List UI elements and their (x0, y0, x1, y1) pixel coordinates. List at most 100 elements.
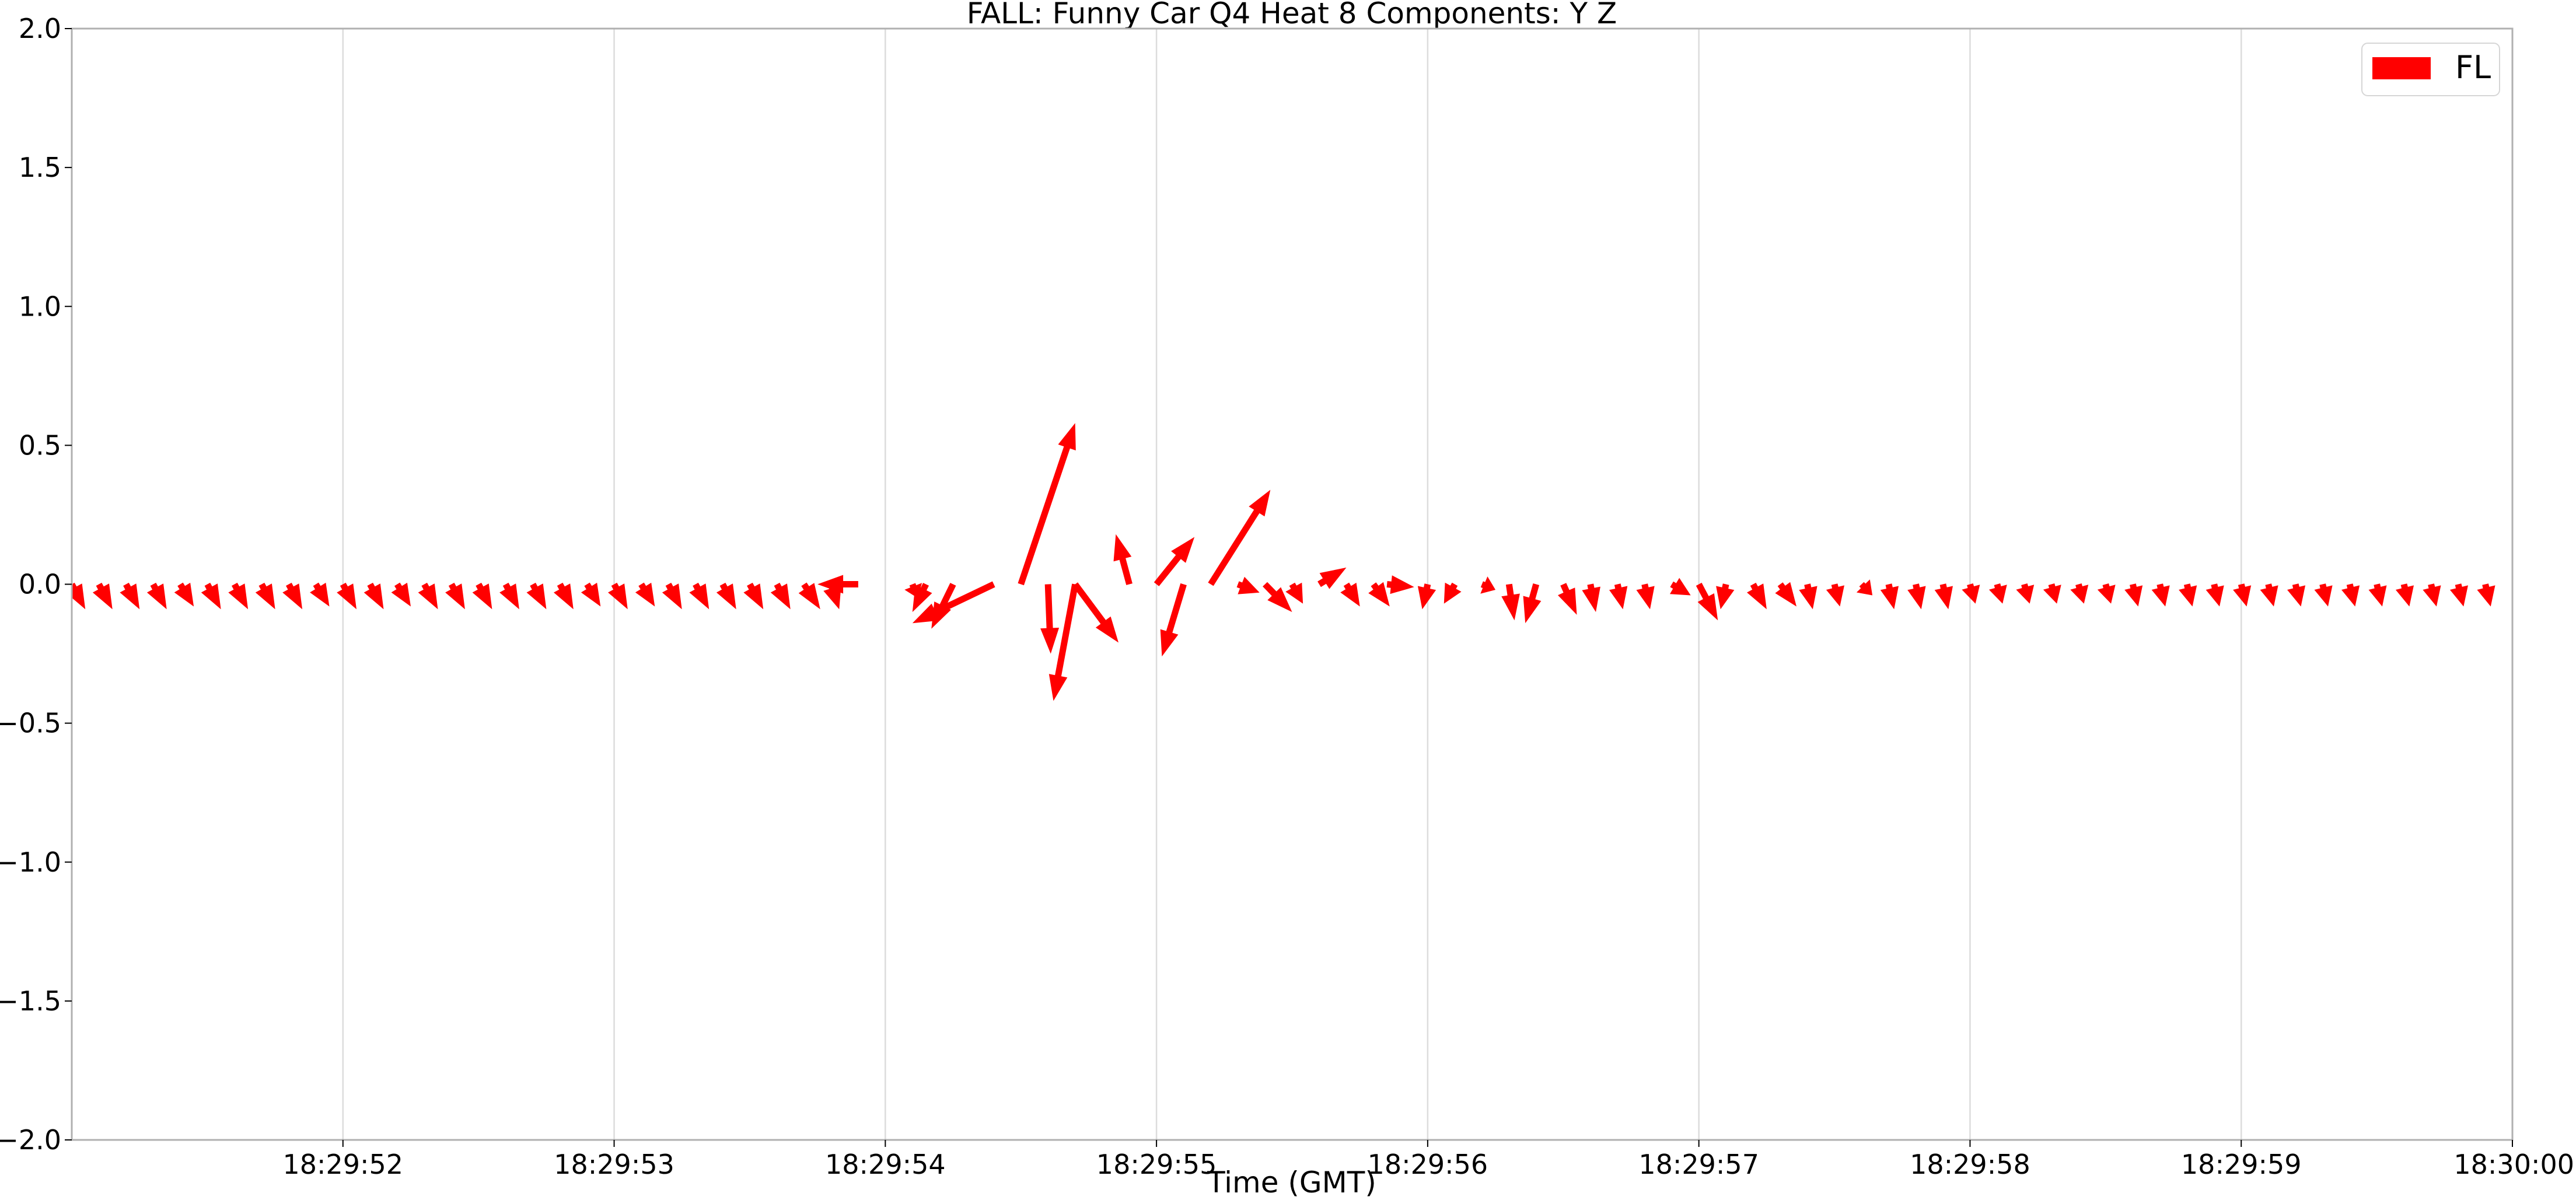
arrow-mark (2287, 583, 2306, 607)
arrow-mark (472, 582, 492, 610)
arrow-mark (1907, 583, 1926, 610)
arrow-mark (581, 582, 601, 607)
y-tick-label: 1.0 (19, 291, 61, 322)
arrow-mark (2423, 583, 2441, 607)
x-tick-label: 18:30:00 (2453, 1149, 2574, 1180)
arrow-mark (1208, 489, 1271, 586)
y-axis: −2.0 −1.5 −1.0 −0.5 0.0 0.5 1.0 1.5 2.0 (0, 13, 72, 1156)
arrow-mark (228, 582, 249, 610)
arrow-mark (1113, 534, 1133, 585)
legend-swatch-fl (2372, 57, 2431, 79)
arrow-mark (1799, 583, 1817, 610)
legend: FL (2361, 43, 2500, 96)
arrow-mark (1582, 583, 1600, 613)
arrow-mark (2179, 583, 2197, 607)
arrow-mark (1962, 583, 1980, 604)
arrow-mark (817, 575, 858, 594)
arrow-mark (1285, 582, 1303, 604)
arrow-mark (635, 582, 655, 607)
arrow-mark (1747, 582, 1767, 610)
arrow-mark (1988, 583, 2007, 604)
arrow-mark (72, 582, 86, 610)
arrow-mark (2449, 583, 2468, 607)
legend-label-fl: FL (2455, 49, 2491, 86)
y-tick-label: −0.5 (0, 708, 61, 739)
arrow-mark (689, 582, 709, 610)
x-tick-label: 18:29:58 (1910, 1149, 2030, 1180)
arrow-mark (1018, 423, 1076, 586)
arrow-mark (2341, 583, 2360, 607)
arrow-mark (2016, 583, 2035, 604)
arrow-mark (2043, 583, 2061, 604)
arrow-mark (363, 582, 384, 610)
arrow-mark (2314, 583, 2333, 607)
arrow-mark (1368, 582, 1390, 607)
arrow-mark (662, 582, 682, 610)
arrow-mark (1340, 582, 1360, 607)
arrow-mark (2395, 583, 2414, 607)
arrow-mark (92, 582, 113, 610)
x-tick-label: 18:29:56 (1368, 1149, 1488, 1180)
arrow-mark (743, 582, 764, 610)
arrow-mark (1154, 537, 1195, 586)
x-tick-label: 18:29:57 (1638, 1149, 1759, 1180)
arrow-mark (912, 581, 995, 624)
arrow-mark (2368, 583, 2387, 607)
y-tick-label: 0.5 (19, 429, 61, 461)
arrow-mark (282, 582, 303, 610)
arrow-mark (2151, 583, 2170, 607)
arrow-mark (1317, 567, 1347, 589)
arrow-mark (445, 582, 465, 610)
arrow-mark (1417, 583, 1436, 610)
arrow-mark (2097, 583, 2116, 604)
arrow-mark (1443, 582, 1462, 604)
arrow-mark (2205, 583, 2224, 607)
arrow-mark (1636, 583, 1655, 610)
x-tick-label: 18:29:52 (282, 1149, 403, 1180)
y-tick-label: −1.5 (0, 985, 61, 1017)
x-axis-label: Time (GMT) (1207, 1166, 1376, 1199)
arrow-mark (418, 582, 438, 610)
arrow-series-fl (72, 423, 2495, 701)
arrow-mark (716, 582, 736, 610)
x-axis: 18:29:52 18:29:53 18:29:54 18:29:55 18:29:56… (282, 1140, 2574, 1180)
arrow-mark (391, 582, 411, 607)
arrow-mark (2477, 583, 2495, 607)
y-tick-label: −1.0 (0, 846, 61, 878)
arrow-mark (608, 582, 628, 610)
arrow-mark (1040, 584, 1060, 654)
arrow-mark (120, 582, 140, 610)
arrow-mark (1670, 578, 1691, 596)
arrow-mark (2260, 583, 2278, 607)
arrow-mark (2070, 583, 2089, 604)
arrow-mark (1880, 583, 1899, 610)
arrow-mark (201, 582, 221, 610)
arrow-mark (499, 582, 519, 610)
arrow-mark (1386, 575, 1414, 594)
y-tick-label: −2.0 (0, 1124, 61, 1156)
arrow-mark (146, 582, 167, 610)
arrow-mark (912, 583, 932, 613)
arrow-mark (1160, 583, 1187, 657)
x-tick-label: 18:29:55 (1096, 1149, 1217, 1180)
chart-title: FALL: Funny Car Q4 Heat 8 Components: Y … (967, 0, 1617, 30)
arrow-mark (1856, 579, 1873, 596)
arrow-mark (1048, 583, 1079, 701)
arrow-mark (174, 582, 194, 607)
arrow-mark (310, 582, 330, 607)
arrow-mark (1263, 582, 1292, 613)
x-tick-label: 18:29:53 (554, 1149, 674, 1180)
arrow-mark (1523, 583, 1542, 624)
arrow-mark (770, 582, 791, 610)
arrow-mark (1072, 582, 1119, 643)
arrow-mark (1775, 582, 1796, 607)
x-tick-label: 18:29:54 (825, 1149, 946, 1180)
arrow-mark (798, 582, 820, 610)
arrow-mark (554, 582, 574, 610)
x-tick-label: 18:29:59 (2181, 1149, 2302, 1180)
arrow-mark (1696, 582, 1718, 621)
arrow-mark (255, 582, 275, 610)
arrow-mark (1716, 583, 1735, 610)
arrow-mark (1826, 583, 1844, 607)
